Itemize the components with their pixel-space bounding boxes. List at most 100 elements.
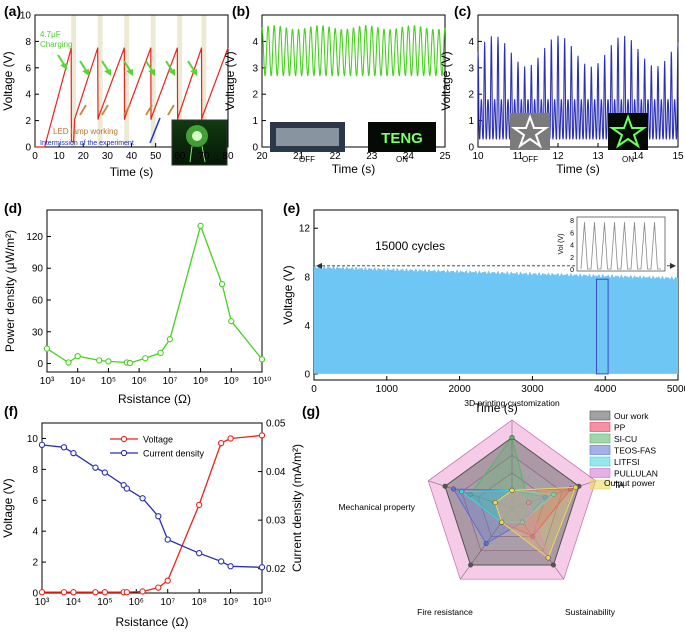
label-on: ON — [622, 155, 634, 164]
voltage-point — [101, 589, 109, 596]
panel-label: (b) — [232, 3, 250, 19]
x-tick-label-f: 10³ — [35, 597, 50, 608]
radar-axis-label: 3D printing customization — [464, 398, 560, 408]
radar-legend-swatch — [589, 445, 611, 455]
current-density-point — [217, 558, 225, 565]
voltage-line — [42, 434, 263, 593]
power-density-line — [46, 225, 263, 364]
x-tick-label: 13 — [592, 151, 604, 162]
charging-arrow-head — [126, 69, 133, 76]
legend-marker — [120, 449, 128, 457]
panel-label: (g) — [302, 403, 320, 419]
x-tick-label-e: 5000 — [667, 384, 685, 395]
radar-point — [550, 562, 556, 568]
radar-point — [459, 489, 465, 495]
radar-series-area — [444, 436, 580, 566]
intermission-arrow — [149, 117, 161, 144]
current-density-point — [38, 441, 46, 449]
x-tick-label-a: 30 — [102, 151, 114, 162]
current-density-point — [195, 550, 203, 557]
x-tick-label-d: 10⁶ — [132, 376, 147, 387]
x-tick-label: 21 — [293, 151, 305, 162]
radar-legend-swatch — [589, 456, 611, 467]
radar-legend-swatch — [589, 479, 611, 490]
radar-legend-label: Our work — [614, 411, 649, 421]
radar-axis-label: Sustainability — [565, 607, 616, 617]
y-tick-label-f: 2 — [32, 558, 38, 569]
voltage-point — [38, 589, 46, 596]
plot-frame-2 — [477, 14, 679, 148]
y-axis-label-a: Voltage (V) — [1, 51, 15, 110]
cycles-arrow-head — [670, 262, 676, 269]
x-tick-label-d: 10⁷ — [162, 376, 177, 387]
x-tick-label-f: 10⁷ — [160, 597, 175, 608]
radar-axis-label: Mechanical property — [338, 502, 415, 512]
charging-arrow-head — [82, 69, 89, 76]
plot-frame-1 — [261, 14, 446, 148]
current-density-line — [41, 444, 263, 568]
radar-point — [519, 519, 525, 525]
y-tick-label-a: 6 — [25, 63, 31, 74]
x-tick-label: 24 — [403, 151, 415, 162]
led-leg — [201, 145, 206, 163]
shaded-interval — [71, 15, 77, 147]
radar-point — [573, 484, 579, 490]
radar-point — [492, 500, 498, 506]
radar-point — [509, 487, 515, 493]
x-tick-label-a: 20 — [78, 151, 90, 162]
x-tick-label-e: 2000 — [448, 384, 471, 395]
current-density-point — [227, 563, 234, 570]
radar-point — [545, 555, 551, 561]
radar-point — [509, 435, 515, 441]
x-tick-label-a: 50 — [150, 151, 162, 162]
y-axis-label: Voltage (V) — [439, 51, 453, 110]
y-tick-label: 1 — [468, 116, 474, 127]
power-density-point — [96, 357, 103, 364]
y-tick-label-f-right: 0.03 — [266, 516, 286, 527]
radar-point — [483, 541, 489, 547]
x-tick-label: 23 — [366, 151, 378, 162]
x-tick-label-e: 1000 — [376, 384, 399, 395]
shaded-interval — [97, 15, 103, 147]
x-tick-label-d: 10⁵ — [101, 376, 116, 387]
y-tick-label: 3 — [468, 63, 474, 74]
y-axis-label-f-right: Current density (mA/m²) — [290, 444, 304, 572]
inset-series — [580, 221, 661, 270]
y-tick-label-d: 90 — [32, 264, 44, 275]
x-tick-label-d: 10³ — [40, 376, 55, 387]
plot-frame-d — [46, 209, 263, 373]
y-tick-label: 0 — [252, 143, 258, 154]
charging-arrow-head — [104, 69, 111, 76]
led-leg — [189, 145, 193, 163]
y-tick-label-d: 120 — [26, 232, 43, 243]
voltage-point — [258, 432, 266, 439]
y-tick-label: 4 — [468, 37, 474, 48]
y-tick-label-d: 60 — [32, 296, 44, 307]
x-axis-label-f: Rsistance (Ω) — [116, 615, 189, 629]
legend-marker — [120, 435, 128, 443]
power-density-point — [228, 318, 235, 325]
voltage-point — [195, 501, 203, 509]
x-tick-label-a: 70 — [198, 151, 210, 162]
y-tick-label-e: 8 — [304, 272, 310, 283]
radar-point — [542, 494, 548, 500]
y-tick-label-a: 0 — [25, 143, 31, 154]
inset-y-tick-label: 0 — [570, 267, 574, 274]
x-axis-label-e: Time (s) — [474, 401, 518, 415]
plot-frame-f — [41, 422, 263, 594]
power-density-point — [43, 345, 51, 352]
oscillation-series — [477, 35, 679, 140]
current-density-point — [101, 469, 109, 476]
x-tick-label: 20 — [256, 151, 268, 162]
radar-legend-swatch — [589, 422, 611, 432]
y-tick-label: 3 — [252, 63, 258, 74]
x-axis-label-d: Rsistance (Ω) — [118, 392, 191, 406]
inset-y-tick-label: 4 — [570, 243, 574, 250]
radar-series-area — [460, 489, 555, 523]
star-on-shape — [608, 114, 648, 149]
led-arrow — [145, 104, 153, 116]
x-tick-label: 11 — [513, 151, 524, 162]
y-tick-label-a: 8 — [25, 37, 31, 48]
power-density-point — [74, 352, 81, 360]
teng-on-letters: TENG — [381, 130, 423, 147]
